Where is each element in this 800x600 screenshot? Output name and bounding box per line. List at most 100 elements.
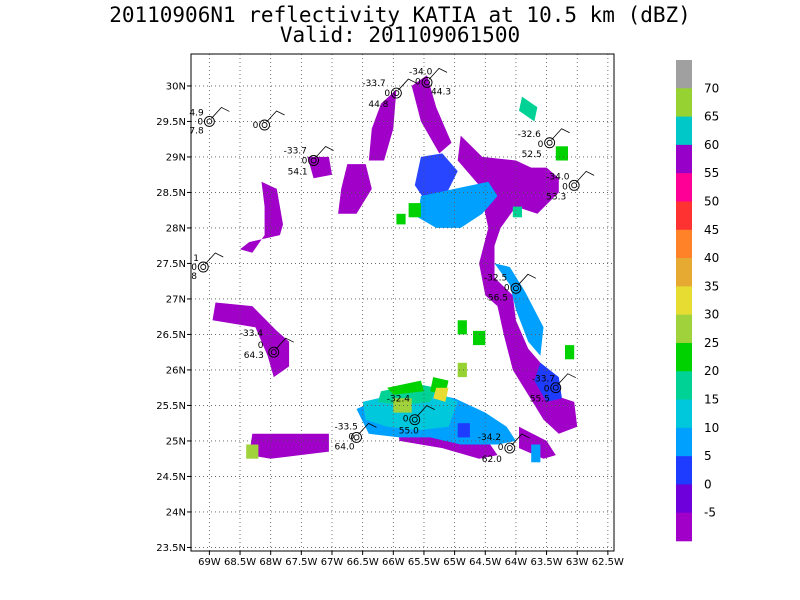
- chart-title: 20110906N1 reflectivity KATIA at 10.5 km…: [109, 3, 691, 27]
- wind-barb-icon-12: [266, 110, 285, 123]
- obs-ring-outer-2: [308, 155, 320, 166]
- obs-label-9-2: 52.5: [522, 150, 542, 160]
- wind-barb-icon-1: [398, 78, 417, 91]
- wind-barb-icon-10: [575, 170, 595, 183]
- obs-ring-inner-11: [206, 118, 213, 125]
- obs-label-1-1: 0: [384, 89, 390, 99]
- obs-label-2-0: -33.7: [284, 147, 307, 157]
- y-tick-label-8: 27.5N: [156, 259, 186, 270]
- reflectivity-region-29: [565, 345, 575, 360]
- grid-lines: [191, 54, 614, 551]
- obs-label-8-1: 0: [544, 385, 550, 395]
- obs-label-0-0: -34.0: [409, 67, 433, 77]
- wind-barb-icon-8: [557, 373, 576, 385]
- colorbar-label-8: 30: [704, 308, 719, 322]
- obs-ring-outer-7: [510, 282, 522, 294]
- colorbar-bin-0: [676, 60, 692, 89]
- wind-barb-icon-4: [416, 405, 435, 417]
- obs-ring-inner-1: [393, 90, 400, 97]
- colorbar-bin-9: [676, 314, 692, 344]
- x-tick-label-6: 66W: [382, 557, 405, 568]
- y-tick-label-9: 28N: [166, 223, 186, 234]
- obs-ring-inner-13: [200, 264, 207, 270]
- obs-ring-inner-12: [261, 122, 268, 128]
- obs-ring-inner-10: [571, 182, 578, 189]
- observation-annotations: -34.0044.3-33.7044.8-33.7054.1-33.5064.0…: [189, 67, 595, 465]
- obs-label-9-0: -32.6: [518, 130, 542, 140]
- obs-label-6-0: -33.4: [240, 329, 264, 339]
- x-tick-label-1: 68.5W: [224, 557, 256, 568]
- reflectivity-region-32: [512, 206, 522, 218]
- obs-ring-inner-0: [424, 79, 430, 86]
- wind-barb-icon-5: [511, 433, 530, 446]
- wind-barb-icon-6: [275, 337, 294, 350]
- wind-barb-icon-0: [428, 67, 448, 80]
- colorbar-label-4: 50: [704, 194, 719, 208]
- reflectivity-region-22: [531, 444, 541, 463]
- reflectivity-region-23: [393, 398, 412, 413]
- reflectivity-region-12: [519, 96, 538, 122]
- y-tick-label-13: 30N: [166, 81, 186, 92]
- obs-label-11-2: 7.8: [189, 126, 204, 136]
- wind-barb-icon-3: [358, 422, 377, 435]
- obs-label-0-2: 44.3: [431, 87, 451, 97]
- obs-label-7-0: -32.5: [484, 273, 507, 283]
- obs-label-1-0: -33.7: [362, 79, 385, 89]
- x-tick-label-13: 62.5W: [592, 557, 624, 568]
- y-tick-label-4: 25.5N: [156, 401, 186, 412]
- colorbar-label-11: 15: [704, 393, 719, 407]
- colorbar-label-14: 0: [704, 477, 712, 491]
- obs-ring-outer-8: [550, 382, 562, 394]
- obs-label-3-2: 64.0: [335, 442, 355, 452]
- reflectivity-region-1: [411, 75, 452, 154]
- colorbar-label-6: 40: [704, 251, 719, 265]
- colorbar-bin-7: [676, 258, 692, 287]
- x-tick-label-10: 64W: [505, 557, 528, 568]
- reflectivity-region-3: [338, 164, 372, 214]
- x-tick-label-12: 63W: [566, 557, 589, 568]
- colorbar-bin-12: [676, 399, 692, 429]
- obs-ring-outer-10: [568, 179, 580, 191]
- obs-label-8-2: 55.5: [530, 395, 550, 405]
- obs-ring-inner-7: [512, 285, 519, 292]
- reflectivity-region-21: [457, 423, 470, 438]
- x-tick-label-2: 68W: [259, 557, 282, 568]
- obs-label-13-2: 8: [191, 272, 197, 282]
- colorbar-label-1: 65: [704, 110, 719, 124]
- colorbar-bin-16: [676, 512, 692, 542]
- obs-ring-inner-6: [270, 349, 277, 356]
- colorbar-bin-13: [676, 427, 692, 457]
- obs-label-10-0: -34.0: [546, 172, 570, 182]
- obs-label-4-2: 55.0: [399, 427, 419, 437]
- wind-barb-icon-9: [551, 128, 570, 141]
- obs-label-7-1: 0: [504, 283, 510, 293]
- obs-marker-5: -34.20 62.0: [478, 433, 530, 465]
- obs-marker-0: -34.00 44.3: [409, 67, 451, 97]
- wind-barb-icon-2: [315, 146, 334, 158]
- obs-ring-outer-5: [504, 442, 516, 454]
- obs-ring-outer-13: [197, 261, 209, 273]
- obs-label-7-2: 56.5: [488, 293, 508, 303]
- colorbar-bin-6: [676, 229, 692, 259]
- obs-label-4-1: 0: [403, 415, 409, 425]
- colorbar-label-13: 5: [704, 449, 712, 463]
- colorbar-label-10: 20: [704, 364, 719, 378]
- wind-barb-icon-11: [211, 106, 230, 119]
- obs-ring-outer-6: [268, 346, 280, 358]
- y-tick-label-11: 29N: [166, 152, 186, 163]
- obs-label-11-0: 4.9: [189, 108, 204, 118]
- obs-ring-outer-0: [421, 76, 433, 88]
- colorbar-label-5: 45: [704, 223, 719, 237]
- reflectivity-region-14: [534, 362, 562, 402]
- x-tick-label-8: 65W: [443, 557, 466, 568]
- reflectivity-region-2: [307, 156, 332, 179]
- obs-label-2-2: 54.1: [288, 168, 308, 178]
- reflectivity-regions: [212, 75, 578, 463]
- reflectivity-region-6: [249, 433, 329, 459]
- y-tick-label-5: 26N: [166, 365, 186, 376]
- y-tick-label-3: 25N: [166, 436, 186, 447]
- colorbar-label-15: -5: [704, 506, 716, 520]
